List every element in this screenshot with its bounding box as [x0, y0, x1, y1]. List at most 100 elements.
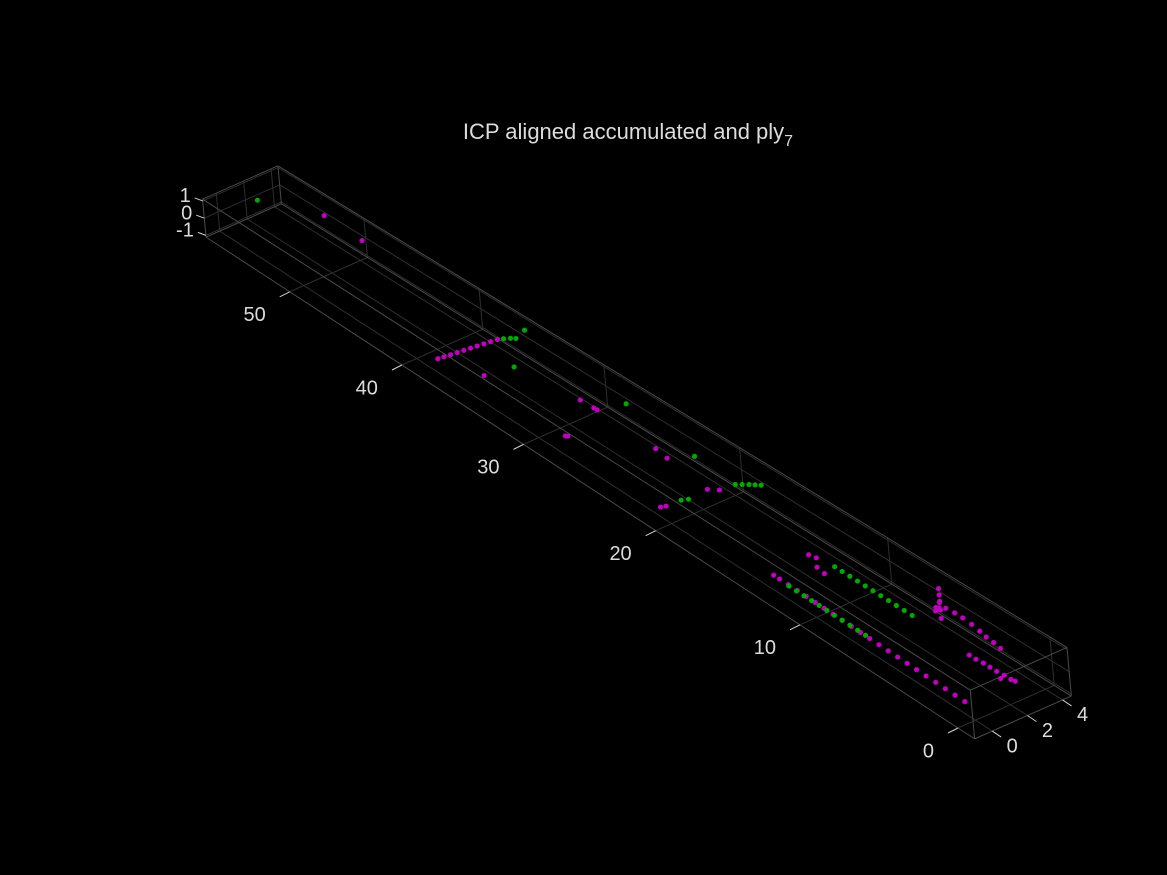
grid-line — [655, 491, 744, 532]
y-tick — [1062, 699, 1072, 707]
point — [481, 372, 487, 379]
point — [664, 455, 670, 461]
point — [935, 585, 942, 592]
point — [938, 615, 944, 622]
point — [801, 593, 807, 599]
grid-line — [205, 201, 282, 236]
point — [997, 645, 1004, 651]
y-tick — [1027, 715, 1037, 722]
point — [855, 627, 861, 633]
point — [771, 572, 777, 578]
axis-box-edge — [277, 165, 282, 204]
point — [678, 497, 684, 503]
grid-line — [204, 184, 280, 219]
axis-box-edge — [1066, 647, 1072, 697]
x-tick — [947, 727, 959, 734]
grid-line — [246, 218, 1028, 716]
point — [876, 642, 882, 648]
point — [839, 617, 845, 623]
point — [987, 664, 993, 670]
point — [901, 607, 907, 614]
point — [990, 639, 997, 646]
point — [758, 482, 764, 488]
point — [885, 648, 891, 654]
point — [716, 487, 723, 493]
point — [909, 612, 915, 619]
axis-box-edge — [205, 203, 282, 238]
point — [494, 336, 500, 343]
point — [994, 668, 1000, 674]
point — [983, 634, 989, 640]
point — [885, 597, 892, 604]
x-tick-label: 40 — [356, 377, 378, 399]
point — [998, 675, 1004, 682]
point — [937, 607, 944, 613]
title-text: ICP aligned accumulated and ply — [463, 119, 784, 144]
point — [663, 503, 669, 509]
x-tick-label: 50 — [243, 304, 265, 326]
point — [862, 632, 869, 638]
axis-box-edge — [205, 236, 975, 740]
point — [808, 597, 815, 604]
point — [1008, 676, 1014, 682]
point — [878, 593, 884, 599]
point — [1012, 678, 1018, 684]
point — [776, 576, 783, 582]
grid-line — [957, 684, 1055, 729]
point — [973, 656, 979, 662]
y-tick-label: 2 — [1042, 720, 1053, 742]
point — [824, 607, 830, 613]
point — [952, 610, 958, 616]
chart-title: ICP aligned accumulated and ply7 — [463, 119, 793, 150]
point — [1001, 672, 1007, 678]
axis-box-edge — [970, 646, 1068, 691]
y-tick-label: 4 — [1077, 704, 1088, 726]
point — [962, 699, 968, 705]
point — [481, 341, 487, 347]
point — [467, 345, 474, 351]
point — [739, 481, 745, 488]
point — [591, 405, 597, 411]
point — [821, 571, 828, 577]
point — [933, 679, 939, 685]
z-tick — [194, 197, 203, 202]
point — [854, 578, 861, 584]
x-tick-label: 20 — [609, 543, 631, 565]
title-subscript: 7 — [784, 133, 793, 150]
z-tick — [197, 231, 207, 236]
point — [806, 552, 812, 558]
point — [816, 602, 822, 609]
point — [577, 397, 583, 403]
grid-line — [274, 206, 1063, 701]
point — [893, 602, 899, 609]
point — [786, 583, 792, 589]
axis-box-edge — [974, 695, 1072, 740]
point — [977, 628, 983, 634]
point — [521, 327, 528, 333]
z-tick-label: -1 — [176, 220, 194, 242]
y-tick — [991, 730, 1002, 738]
point — [936, 592, 942, 598]
z-tick-label: 1 — [180, 185, 191, 207]
point — [966, 652, 972, 658]
point — [813, 555, 819, 561]
point — [832, 564, 838, 570]
y-tick-label: 0 — [1007, 735, 1018, 757]
point — [623, 401, 629, 407]
x-tick-label: 10 — [754, 637, 776, 659]
point — [746, 481, 752, 488]
point — [461, 347, 467, 353]
point — [847, 622, 853, 628]
grid-line — [799, 583, 893, 626]
axis-box-edge — [202, 165, 279, 200]
point — [793, 588, 800, 594]
point — [732, 481, 738, 488]
point — [969, 621, 975, 627]
point — [487, 339, 494, 345]
point — [513, 335, 519, 342]
grid-line — [401, 328, 483, 366]
point — [831, 612, 838, 618]
point — [895, 654, 901, 660]
